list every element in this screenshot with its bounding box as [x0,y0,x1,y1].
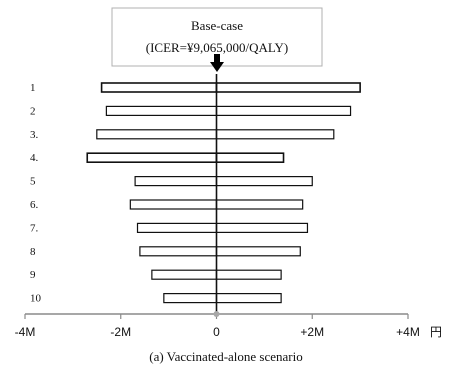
bar-7-high [215,222,309,233]
category-label: 1 [30,82,36,94]
category-label: 5 [30,176,36,188]
bar-4-high [215,152,285,163]
bar-5-high [215,176,313,187]
bar-8-high [215,246,301,257]
bar-1-low [100,82,218,93]
origin-marker [213,311,220,317]
category-label: 9 [30,269,36,281]
bar-6-high [215,199,304,210]
x-tick-label: -4M [15,325,36,339]
x-tick-label: +2M [300,325,324,339]
chart-caption: (a) Vaccinated-alone scenario [149,349,303,364]
bar-10-high [215,293,282,304]
bar-3-high [215,129,335,140]
category-label: 10 [30,293,42,305]
x-tick-label: -2M [110,325,131,339]
x-tick-label: 0 [213,325,220,339]
category-label: 8 [30,246,36,258]
category-label: 4. [30,152,39,164]
bar-9-high [215,269,282,280]
x-axis: -4M -2M 0 +2M +4M 円 [15,311,442,339]
category-label: 3. [30,129,39,141]
bar-3-low [96,129,218,140]
bar-7-low [136,222,218,233]
bar-10-low [163,293,218,304]
category-labels: 1 2 3. 4. 5 6. 7. 8 9 10 [30,82,42,305]
down-arrow-icon [210,54,224,72]
bar-2-high [215,105,352,117]
bar-6-low [129,199,218,210]
bar-5-low [134,176,218,187]
category-label: 7. [30,222,39,234]
bar-4-low [86,152,218,163]
category-label: 2 [30,105,36,117]
base-case-label: Base-case [191,18,243,33]
bar-1-high [215,82,361,93]
x-unit-label: 円 [430,325,442,339]
bar-9-low [151,269,218,280]
category-label: 6. [30,199,39,211]
bar-8-low [139,246,218,257]
bar-2-low [105,105,218,117]
base-case-icer-label: (ICER=¥9,065,000/QALY) [146,40,289,55]
bars-layer [86,74,361,314]
x-tick-label: +4M [396,325,420,339]
